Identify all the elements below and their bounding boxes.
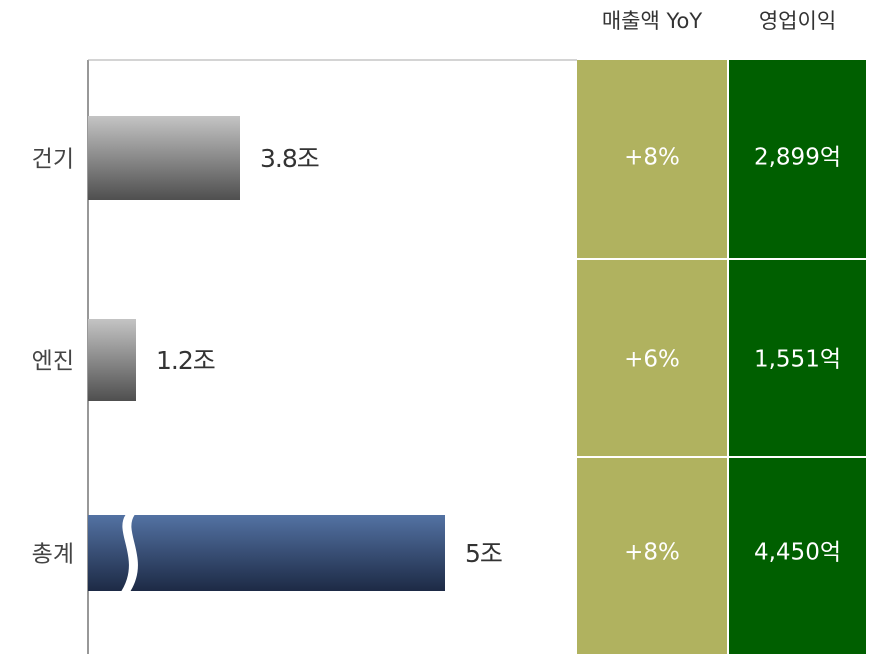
cell-value: 1,551억 xyxy=(754,347,841,373)
table-cell xyxy=(577,458,727,654)
cell-value: 4,450억 xyxy=(754,540,841,566)
bar xyxy=(88,319,136,401)
value-label: 3.8조 xyxy=(260,144,319,173)
category-label: 건기 xyxy=(32,147,74,173)
cell-value: +6% xyxy=(624,347,680,373)
cell-value: +8% xyxy=(624,540,680,566)
cell-value: +8% xyxy=(624,145,680,171)
category-label: 총계 xyxy=(32,542,74,568)
column-header: 매출액 YoY xyxy=(602,9,703,33)
value-label: 1.2조 xyxy=(156,346,215,375)
table-cell xyxy=(577,60,727,258)
bar xyxy=(88,116,240,200)
bar xyxy=(88,515,445,591)
cell-value: 2,899억 xyxy=(754,145,841,171)
table-cell xyxy=(729,260,866,456)
value-label: 5조 xyxy=(465,539,502,568)
table-cell xyxy=(577,260,727,456)
table-cell xyxy=(729,458,866,654)
break-mark xyxy=(121,514,138,592)
category-label: 엔진 xyxy=(32,349,74,375)
table-cell xyxy=(729,60,866,258)
column-header: 영업이익 xyxy=(759,9,836,33)
